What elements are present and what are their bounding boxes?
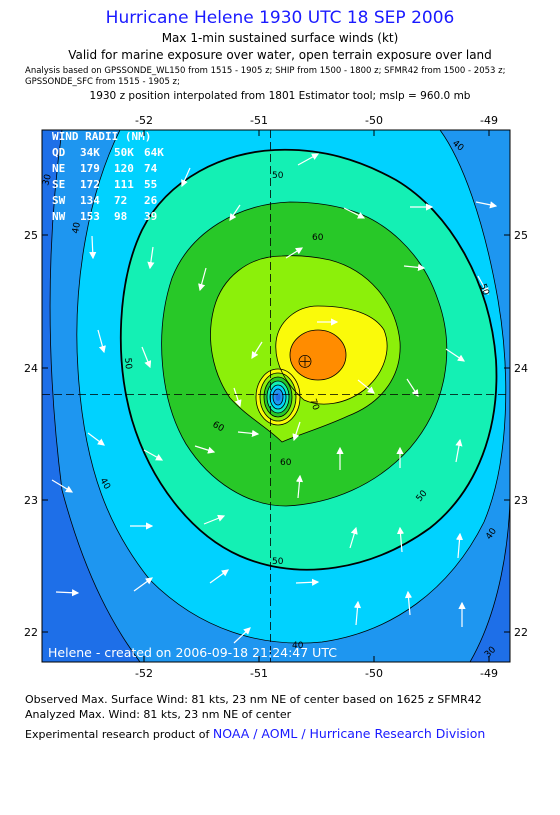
wind-vector [292,421,301,442]
y-tick-label-left: 23 [24,494,38,507]
position-note: 1930 z position interpolated from 1801 E… [89,90,471,102]
organization-link[interactable]: NOAA / AOML / Hurricane Research Divisio… [212,726,486,741]
wind-radii-row-nw: NW 153 98 39 [52,210,157,223]
wind-vector [194,445,216,454]
wind-vector [475,201,498,209]
wind-radii-row-se: SE 172 111 55 [52,178,157,191]
wind-radii-table: WIND RADII (NM) QD 34K 50K 64K NE 179 12… [52,130,164,223]
wind-radii-row-ne: NE 179 120 74 [52,162,158,175]
contour-label: 50 [272,171,284,181]
contour-label: 30 [41,173,54,187]
x-tick-label-bottom: -51 [250,667,268,680]
wind-vector [147,246,155,270]
wind-vector [203,514,226,525]
wind-vector [396,526,405,553]
wind-radii-title: WIND RADII (NM) [52,130,151,143]
wind-vector [343,207,366,219]
x-tick-label-bottom: -52 [135,667,153,680]
wind-vector [251,341,263,360]
wind-vector [295,578,320,586]
wind-field-map: 40 30 40 50 60 50 50 60 70 60 40 50 50 4… [24,114,528,680]
wind-vector [403,263,426,271]
wind-vector [455,438,463,463]
wind-vector [55,589,80,597]
y-tick-label-right: 22 [514,626,528,639]
y-tick-label-left: 24 [24,362,38,375]
x-tick-label-bottom: -50 [365,667,383,680]
wind-vector [209,569,229,584]
x-tick-label-top: -51 [250,114,268,127]
center-crosshair [42,130,510,662]
wind-vector [353,600,362,626]
experimental-label: Experimental research product of [25,728,210,741]
analysis-sources-line-2: GPSSONDE_SFC from 1515 - 1905 z; [25,77,180,87]
wind-vector [285,247,304,259]
contour-label: 50 [122,357,133,370]
creation-credit: Helene - created on 2006-09-18 21:24:47 … [48,645,337,660]
wind-vector [141,346,152,369]
y-tick-label-right: 24 [514,362,528,375]
y-tick-label-left: 22 [24,626,38,639]
contour-label: 60 [280,458,292,468]
analyzed-max-wind: Analyzed Max. Wind: 81 kts, 23 nm NE of … [25,708,292,721]
wind-vectors [51,153,498,644]
contour-label: 60 [312,233,324,243]
wind-radii-header: QD 34K 50K 64K [52,146,164,159]
eye-core [275,393,281,401]
wind-vector [233,627,251,644]
contour-label: 40 [292,641,304,651]
plot-frame [41,129,511,663]
contour-label: 50 [272,557,284,567]
map-subtitle: Max 1-min sustained surface winds (kt) [161,31,399,45]
y-tick-labels: 25 24 23 22 25 24 23 22 [24,229,528,639]
x-tick-label-bottom: -49 [480,667,498,680]
x-tick-label-top: -49 [480,114,498,127]
wind-radii-row-sw: SW 134 72 26 [52,194,158,207]
max-wind-marker [298,354,312,368]
x-tick-labels: -52 -51 -50 -49 -52 -51 -50 -49 [135,114,498,680]
wind-vector [357,379,375,394]
wind-vector [406,378,419,398]
wind-vector [87,432,105,446]
contour-field: 40 30 40 50 60 50 50 60 70 60 40 50 50 4… [41,130,510,662]
wind-vector [404,590,413,616]
wind-vector [445,348,465,362]
wind-vector [349,526,358,549]
wind-vector [198,267,207,292]
wind-vector [237,429,260,437]
wind-vector [133,577,153,592]
wind-vector [295,474,304,499]
y-tick-label-left: 25 [24,229,38,242]
y-tick-label-right: 25 [514,229,528,242]
map-title: Hurricane Helene 1930 UTC 18 SEP 2006 [105,8,455,28]
analysis-sources-line-1: Analysis based on GPSSONDE_WL150 from 15… [25,66,506,76]
validity-note: Valid for marine exposure over water, op… [68,48,492,62]
wind-vector [229,204,241,221]
wind-vector [297,153,320,166]
wind-vector [51,479,74,493]
axis-ticks [42,130,510,662]
wind-vector [89,235,97,260]
wind-vector [233,387,242,408]
wind-vector [143,449,164,461]
x-tick-label-top: -52 [135,114,153,127]
wind-vector [181,167,191,188]
contour-label: 40 [71,221,83,234]
experimental-product-note: Experimental research product of NOAA / … [25,726,485,741]
x-tick-label-top: -50 [365,114,383,127]
observed-max-wind: Observed Max. Surface Wind: 81 kts, 23 n… [25,693,482,706]
wind-vector [97,329,106,354]
y-tick-label-right: 23 [514,494,528,507]
contour-label: 70 [307,398,320,412]
wind-vector [455,532,464,559]
wind-vector [477,275,489,296]
contour-lines [49,130,510,662]
contour-label: 50 [477,283,490,297]
